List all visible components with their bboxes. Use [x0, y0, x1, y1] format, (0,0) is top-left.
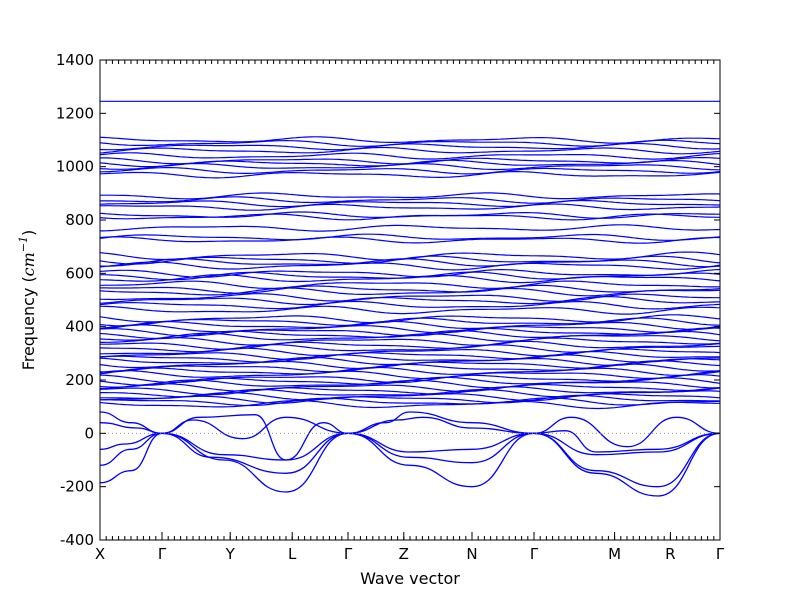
y-tick-label: -200	[60, 478, 94, 496]
optical-band-line	[100, 224, 721, 232]
x-tick-label: M	[608, 545, 621, 563]
optical-band-line	[100, 284, 721, 294]
x-axis-label: Wave vector	[360, 569, 460, 588]
acoustic-band-line	[99, 411, 721, 448]
optical-band-line	[99, 332, 721, 342]
x-tick-label: R	[665, 545, 675, 563]
x-tick-label: Γ	[716, 545, 725, 563]
optical-band-line	[99, 379, 720, 389]
optical-band-line	[100, 305, 721, 315]
optical-band-line	[99, 351, 720, 361]
optical-band-line	[100, 203, 721, 211]
y-tick-label: 200	[65, 371, 94, 389]
y-tick-label: 1400	[56, 51, 94, 69]
optical-band-line	[99, 146, 721, 155]
y-tick-label: 800	[65, 211, 94, 229]
optical-band-line	[99, 152, 721, 160]
x-tick-label: L	[288, 545, 297, 563]
optical-band-line	[99, 400, 721, 410]
optical-band-line	[100, 374, 721, 384]
y-tick-label: 0	[84, 424, 94, 442]
optical-band-line	[99, 354, 720, 363]
optical-band-line	[99, 366, 721, 376]
optical-band-line	[99, 199, 720, 208]
optical-band-line	[99, 314, 721, 324]
optical-band-line	[99, 370, 721, 380]
optical-band-line	[99, 274, 721, 284]
bands-layer	[99, 100, 721, 497]
optical-band-line	[100, 388, 721, 398]
optical-band-line	[100, 397, 721, 407]
plot-frame	[99, 59, 721, 541]
optical-band-line	[100, 340, 721, 350]
optical-band-line	[99, 324, 721, 334]
acoustic-band-line	[99, 432, 721, 488]
optical-band-line	[99, 233, 721, 241]
optical-band-line	[99, 363, 721, 373]
tick-layer: -400 -200 0 200 400 600 800 1000 1200 1400 X Γ Y L Γ Z N…	[56, 51, 725, 563]
optical-band-line	[99, 261, 721, 271]
optical-band-line	[100, 258, 721, 268]
x-tick-label: Γ	[530, 545, 539, 563]
x-tick-label: Γ	[344, 545, 353, 563]
optical-band-line	[99, 213, 720, 221]
optical-band-line	[100, 347, 721, 357]
optical-band-line	[99, 293, 720, 302]
x-tick-label: Γ	[158, 545, 167, 563]
optical-band-line	[99, 171, 721, 179]
y-tick-label: 600	[65, 264, 94, 282]
optical-band-line	[99, 142, 720, 151]
x-tick-label: Y	[225, 545, 236, 563]
optical-band-line	[100, 280, 720, 289]
x-tick-label: Z	[399, 545, 409, 563]
optical-band-line	[99, 320, 721, 330]
y-tick-label: -400	[60, 531, 94, 549]
optical-band-line	[100, 196, 721, 204]
optical-band-line	[99, 391, 721, 402]
acoustic-band-line	[99, 432, 721, 497]
optical-band-line	[99, 162, 720, 171]
x-tick-label: N	[466, 545, 477, 563]
optical-band-line	[99, 167, 721, 175]
x-tick-label: X	[95, 545, 105, 563]
y-tick-label: 1000	[56, 158, 94, 176]
optical-band-line	[99, 300, 721, 310]
optical-band-line	[100, 337, 721, 346]
optical-band-line	[99, 394, 721, 404]
optical-band-line	[99, 287, 720, 297]
optical-band-line	[99, 236, 720, 244]
y-tick-label: 1200	[56, 104, 94, 122]
optical-band-line	[99, 317, 721, 327]
optical-band-line	[99, 136, 721, 144]
optical-band-line	[99, 383, 721, 392]
optical-band-line	[99, 255, 721, 265]
optical-band-line	[99, 296, 721, 306]
y-tick-label: 400	[65, 318, 94, 336]
y-axis-label: Frequency (cm−1)	[17, 230, 38, 371]
